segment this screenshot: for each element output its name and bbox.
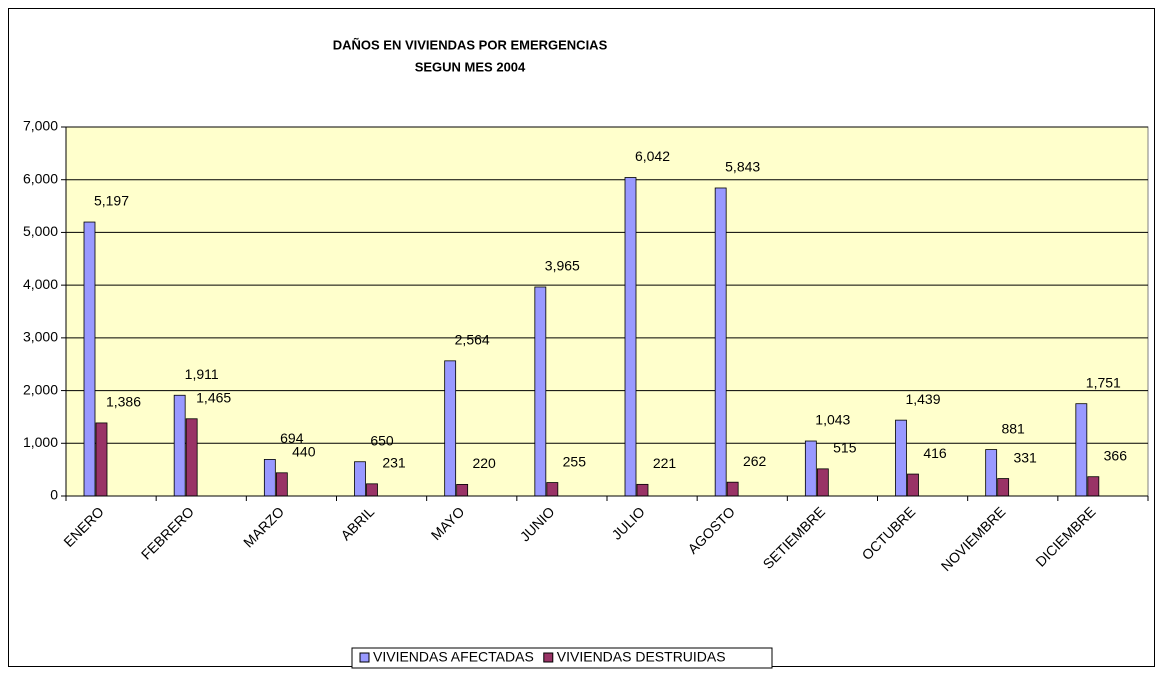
chart-title: DAÑOS EN VIVIENDAS POR EMERGENCIAS bbox=[333, 37, 608, 52]
bar bbox=[173, 394, 186, 497]
data-label: 1,439 bbox=[905, 391, 940, 407]
data-label: 1,386 bbox=[106, 394, 141, 410]
data-label: 1,043 bbox=[815, 412, 850, 428]
data-label: 366 bbox=[1104, 447, 1128, 463]
bar bbox=[263, 459, 276, 497]
bar bbox=[354, 461, 366, 497]
bar bbox=[636, 483, 649, 497]
data-label: 221 bbox=[653, 455, 677, 471]
legend-label: VIVIENDAS DESTRUIDAS bbox=[557, 649, 726, 665]
chart-subtitle: SEGUN MES 2004 bbox=[415, 59, 526, 74]
bar bbox=[1075, 403, 1088, 497]
data-label: 650 bbox=[370, 432, 394, 448]
y-tick-label: 0 bbox=[50, 487, 58, 503]
y-tick-label: 4,000 bbox=[23, 276, 58, 292]
bar bbox=[726, 481, 739, 497]
bar bbox=[444, 360, 457, 497]
legend-swatch bbox=[543, 652, 554, 663]
bar bbox=[714, 187, 727, 497]
data-label: 262 bbox=[743, 453, 767, 469]
data-label: 3,965 bbox=[545, 258, 580, 274]
bar bbox=[185, 418, 198, 497]
y-tick-label: 6,000 bbox=[23, 170, 58, 186]
legend-box bbox=[351, 647, 773, 669]
legend-label: VIVIENDAS AFECTADAS bbox=[373, 649, 534, 665]
data-label: 416 bbox=[923, 445, 947, 461]
data-label: 694 bbox=[280, 430, 304, 446]
data-label: 5,197 bbox=[94, 193, 129, 209]
y-tick-label: 5,000 bbox=[23, 223, 58, 239]
bar bbox=[83, 221, 96, 497]
data-label: 220 bbox=[472, 455, 496, 471]
bar bbox=[95, 422, 108, 497]
data-label: 6,042 bbox=[635, 148, 670, 164]
data-label: 231 bbox=[382, 455, 406, 471]
bar bbox=[534, 286, 547, 497]
data-label: 1,751 bbox=[1086, 374, 1121, 390]
data-label: 331 bbox=[1013, 449, 1037, 465]
bar bbox=[624, 177, 637, 497]
bar bbox=[895, 419, 907, 497]
bar bbox=[456, 484, 469, 497]
y-tick-label: 1,000 bbox=[23, 434, 58, 450]
data-label: 1,465 bbox=[196, 389, 231, 405]
y-tick-label: 3,000 bbox=[23, 329, 58, 345]
y-tick-label: 7,000 bbox=[23, 118, 58, 134]
bar bbox=[907, 473, 919, 497]
bar bbox=[816, 468, 829, 497]
bar bbox=[366, 483, 378, 497]
data-label: 515 bbox=[833, 440, 857, 456]
bar bbox=[997, 478, 1010, 497]
bar bbox=[804, 440, 817, 497]
data-label: 1,911 bbox=[185, 366, 219, 382]
bar bbox=[546, 482, 559, 497]
data-label: 255 bbox=[563, 453, 587, 469]
plot-area bbox=[65, 126, 1149, 497]
data-label: 881 bbox=[1001, 420, 1025, 436]
bar bbox=[985, 449, 998, 497]
bar bbox=[1087, 476, 1100, 497]
bar bbox=[275, 472, 288, 497]
data-label: 2,564 bbox=[455, 332, 490, 348]
data-label: 440 bbox=[292, 444, 316, 460]
y-tick-label: 2,000 bbox=[23, 381, 58, 397]
legend-swatch bbox=[359, 652, 370, 663]
data-label: 5,843 bbox=[725, 159, 760, 175]
